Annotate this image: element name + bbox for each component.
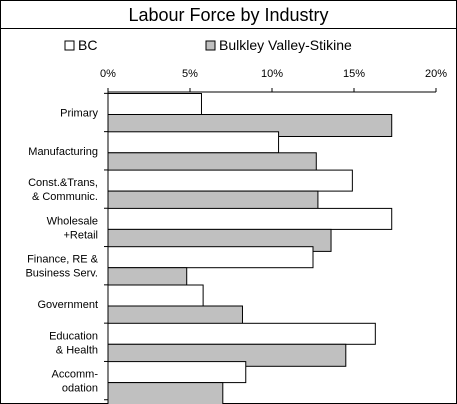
category-label: Const.&Trans, & Communic. (28, 177, 98, 203)
legend-label-1: Bulkley Valley-Stikine (219, 37, 352, 53)
bar-bc (107, 93, 202, 115)
category-label: Accomm-odation (52, 369, 99, 395)
category-label: Education & Health (49, 330, 98, 356)
chart-title: Labour Force by Industry (1, 1, 456, 29)
legend-swatch-1 (205, 40, 216, 51)
bar-bc (107, 322, 376, 345)
category-label: Manufacturing (28, 146, 98, 158)
x-tick-label: 0% (100, 68, 116, 80)
bar-bc (107, 169, 353, 192)
bar-bc (107, 361, 247, 384)
category-label: Finance, RE & Business Serv. (25, 254, 98, 280)
bar-bc (107, 131, 280, 154)
x-tick-label: 10% (261, 68, 283, 80)
bar-bc (107, 284, 204, 307)
category-label: Wholesale +Retail (47, 215, 98, 241)
legend-swatch-0 (64, 40, 75, 51)
x-tick-label: 20% (425, 68, 447, 80)
legend-label-0: BC (78, 37, 97, 53)
bar-bc (107, 207, 393, 230)
bar-bc (107, 246, 314, 269)
bar-bulkley (107, 382, 224, 404)
x-tick-label: 15% (343, 68, 365, 80)
x-tick-label: 5% (182, 68, 198, 80)
category-label: Government (37, 299, 98, 311)
category-label: Primary (60, 108, 98, 120)
